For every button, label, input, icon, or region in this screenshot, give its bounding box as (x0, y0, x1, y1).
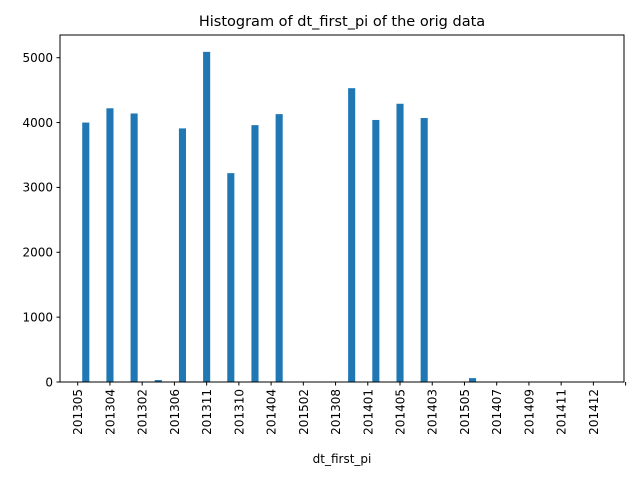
bar (106, 108, 114, 382)
x-tick-label: 201306 (168, 389, 182, 435)
y-tick-label: 5000 (22, 51, 53, 65)
x-tick-label: 201409 (522, 389, 536, 435)
bar (154, 380, 162, 382)
bar (251, 125, 259, 382)
x-axis: 201305 201304 201302 201306 201311 201310 2014… (71, 382, 627, 435)
bars-group (82, 51, 477, 383)
y-tick-label: 2000 (22, 246, 53, 260)
x-tick-label: 201305 (71, 389, 85, 435)
bar (420, 118, 428, 382)
x-tick-label: 201405 (394, 389, 408, 435)
x-tick-label: 201404 (265, 389, 279, 435)
y-tick-label: 4000 (22, 116, 53, 130)
x-tick-label: 201412 (587, 389, 601, 435)
x-axis-label: dt_first_pi (313, 452, 372, 466)
bar (178, 128, 187, 382)
x-tick-label: 201311 (200, 389, 214, 435)
bar (275, 114, 283, 383)
bar (396, 103, 404, 382)
bar (372, 119, 380, 382)
x-tick-label: 201403 (426, 389, 440, 435)
bar (468, 378, 477, 382)
plot-frame (59, 34, 625, 383)
bar (203, 51, 211, 382)
x-tick-label: 201304 (103, 389, 117, 435)
y-tick-label: 3000 (22, 181, 53, 195)
bar (130, 113, 138, 382)
x-tick-label: 201502 (297, 389, 311, 435)
bar (348, 88, 356, 382)
x-tick-label: 201302 (136, 389, 150, 435)
bar (82, 122, 90, 383)
bar (227, 173, 235, 382)
x-tick-label: 201407 (490, 389, 504, 435)
x-tick-label: 201411 (555, 389, 569, 435)
x-tick-label: 201505 (458, 389, 472, 435)
chart-title: Histogram of dt_first_pi of the orig dat… (199, 14, 485, 30)
y-tick-label: 1000 (22, 310, 53, 324)
y-axis: 0 1000 2000 3000 4000 5000 (22, 51, 60, 389)
y-tick-label: 0 (45, 375, 53, 389)
x-tick-label: 201310 (232, 389, 246, 435)
x-tick-label: 201401 (361, 389, 375, 435)
x-tick-label: 201308 (329, 389, 343, 435)
